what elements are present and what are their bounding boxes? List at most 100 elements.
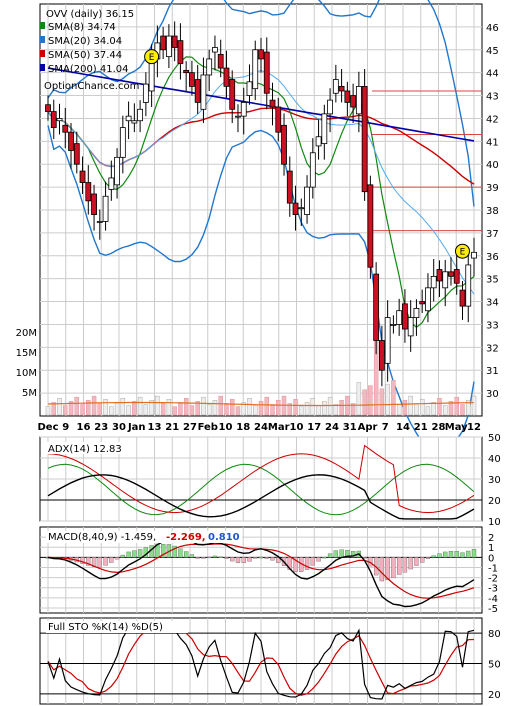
candle-body [223, 67, 230, 87]
macd-y-tick: -2 [488, 574, 498, 585]
volume-bar [51, 402, 56, 416]
volume-bar [103, 399, 108, 416]
plus-di-line [47, 463, 475, 516]
candle-body [281, 124, 287, 165]
volume-bar [230, 399, 235, 416]
macd-signal-value: -2.269, [166, 532, 206, 543]
candle-body [413, 308, 420, 318]
x-tick-label: 30 [112, 422, 126, 433]
candle-body [430, 275, 437, 289]
macd-y-tick: -3 [488, 584, 498, 595]
x-tick-label: 14 [396, 422, 410, 433]
candle-body [396, 310, 403, 325]
volume-bar [143, 404, 149, 416]
volume-bar [310, 398, 316, 416]
candle-body [275, 106, 282, 133]
candle-body [453, 269, 460, 284]
volume-bar [408, 395, 413, 416]
macd-hist-bar [235, 557, 241, 563]
macd-hist-bar [114, 557, 120, 560]
candle-body [240, 102, 247, 117]
volume-bar [218, 395, 223, 416]
volume-bar [443, 405, 448, 416]
volume-bar [166, 399, 172, 416]
macd-hist-bar [137, 549, 143, 558]
candle-body [246, 81, 253, 96]
volume-bar [132, 401, 137, 416]
legend-entry: SMA(50) 37.44 [48, 50, 122, 61]
sto-grid: 20 50 80 [40, 618, 501, 704]
macd-hist-bar [178, 548, 183, 558]
candle-body [165, 35, 172, 58]
volume-bar [137, 396, 143, 416]
candle-body [85, 182, 92, 202]
price-legend: SMA(8) 34.74 SMA(20) 34.04 SMA(50) 37.44 SM… [40, 22, 129, 75]
candle-body [465, 264, 472, 307]
macd-line [47, 536, 475, 608]
macd-hist-bar [379, 557, 385, 582]
legend-swatch [40, 50, 45, 57]
macd-hist-bar [253, 557, 258, 559]
macd-hist-bar [241, 557, 246, 563]
macd-hist-bar [264, 557, 269, 559]
price-panel: 30 31 32 33 34 35 36 37 38 39 40 41 42 43 44 45 46 20M 15… [16, 0, 499, 457]
volume-bar [431, 402, 436, 416]
candle-body [292, 202, 299, 215]
macd-hist-bar [408, 557, 413, 570]
volume-bar [241, 402, 246, 416]
candle-body [419, 301, 426, 305]
legend-entry: SMA(20) 34.04 [48, 36, 122, 47]
volume-bars [45, 339, 477, 416]
volume-bar [206, 404, 212, 416]
x-tick-label: 10 [219, 422, 233, 433]
sto-y-tick: 50 [488, 660, 501, 671]
price-y-tick: 39 [486, 183, 499, 194]
candle-body [350, 95, 357, 108]
x-tick-label: Jan [127, 422, 146, 433]
price-y-tick: 30 [486, 389, 499, 400]
volume-bar [322, 401, 327, 416]
volume-bar [126, 405, 131, 416]
volume-bar [402, 400, 408, 416]
adx-label-bg [46, 442, 122, 454]
price-y-tick: 41 [486, 137, 499, 148]
volume-bar [385, 384, 390, 416]
volume-bar [183, 398, 189, 416]
price-y-tick: 33 [486, 320, 499, 331]
sma200-line [47, 67, 475, 142]
macd-hist-bar [397, 557, 402, 575]
macd-hist-bar [333, 550, 338, 558]
macd-hist-bar [431, 555, 436, 558]
candle-body [131, 120, 138, 124]
earnings-marker-label: E [149, 53, 155, 63]
candle-body [56, 118, 63, 122]
candle-body [344, 90, 351, 103]
x-tick-label: 12 [467, 422, 481, 433]
adx-y-tick: 50 [488, 433, 501, 444]
macd-hist-bar [385, 557, 390, 580]
macd-histogram [45, 543, 477, 582]
macd-hist-bar [304, 557, 310, 570]
earnings-markers: EE [144, 49, 470, 259]
x-tick-label: Dec [37, 422, 58, 433]
macd-label-bg [46, 531, 242, 543]
legend-entry: SMA(8) 34.74 [48, 22, 116, 33]
sto-y-tick: 20 [488, 690, 501, 701]
macd-hist-value: 0.810 [208, 532, 240, 543]
candle-body [189, 72, 195, 87]
volume-bar [333, 404, 339, 416]
volume-bar [448, 401, 454, 416]
macd-hist-bar [443, 551, 448, 558]
candle-body [309, 152, 316, 188]
ticker-line: OVV (daily) 36.15 [46, 9, 134, 20]
volume-y-axis: 20M 15M 10M 5M [16, 328, 37, 399]
price-y-tick: 42 [486, 114, 499, 125]
volume-bar [97, 403, 103, 416]
candle-body [321, 113, 328, 145]
x-tick-label: 9 [62, 422, 69, 433]
adx-y-tick: 20 [488, 496, 501, 507]
candle-body [200, 74, 207, 110]
candle-body [355, 86, 362, 115]
candle-body [50, 111, 57, 128]
volume-bar [253, 405, 258, 416]
